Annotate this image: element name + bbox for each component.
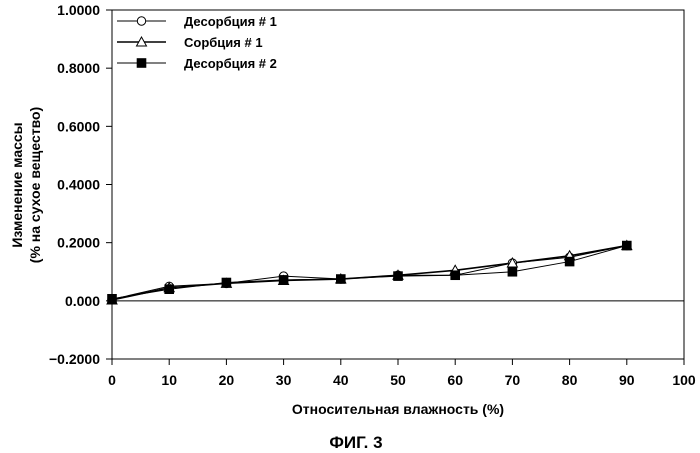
y-tick-label: 0.000 [65,293,100,309]
x-tick-label: 40 [333,372,349,388]
legend-label-2: Сорбция # 1 [184,35,263,50]
series-3-point [278,275,289,285]
legend-label-1: Десорбция # 1 [184,14,277,29]
x-axis-ticks: 0 10 20 30 40 50 60 70 80 90 100 [108,359,696,388]
x-tick-label: 70 [505,372,521,388]
series-lines [111,244,627,301]
series-line-3 [111,245,627,300]
x-tick-label: 90 [619,372,635,388]
legend-marker-1 [136,16,147,26]
x-tick-label: 30 [276,372,292,388]
x-tick-label: 60 [447,372,463,388]
y-tick-label: 0.6000 [57,118,100,134]
y-tick-label: 0.8000 [57,60,100,76]
x-axis-label: Относительная влажность (%) [292,401,504,417]
y-axis-label-line-2: (% на сухое вещество) [27,107,43,263]
series-3-point [221,277,232,288]
x-tick-label: 0 [108,372,116,388]
series-markers [106,239,633,305]
x-tick-label: 20 [219,372,235,388]
y-tick-label: −0.2000 [49,351,100,367]
x-tick-label: 10 [161,372,177,388]
y-tick-label: 1.0000 [57,2,100,18]
series-3-point [336,274,346,284]
legend-label-3: Десорбция # 2 [184,56,277,71]
x-tick-label: 80 [562,372,578,388]
y-tick-label: 0.2000 [57,235,100,251]
series-3-point [393,271,403,281]
series-3-point [622,240,632,251]
series-line-2 [111,244,627,301]
x-tick-label: 50 [390,372,406,388]
y-tick-label: 0.4000 [57,177,100,193]
x-tick-label: 100 [672,372,696,388]
y-axis-label-line-1: Изменение массы [9,122,25,247]
series-3-point [564,256,575,267]
series-3-point [450,270,460,281]
y-axis-ticks: −0.2000 0.000 0.2000 0.4000 0.6000 0.8000 1.00… [49,2,112,367]
legend: Десорбция # 1 Сорбция # 1 Десорбция # 2 [117,14,277,71]
series-3-point [107,293,117,304]
legend-marker-2 [135,35,148,47]
series-line-1 [111,245,627,300]
series-3-point [507,266,518,277]
series-3-point [164,284,174,294]
figure-caption: ФИГ. 3 [329,433,382,452]
legend-marker-3 [136,58,147,68]
